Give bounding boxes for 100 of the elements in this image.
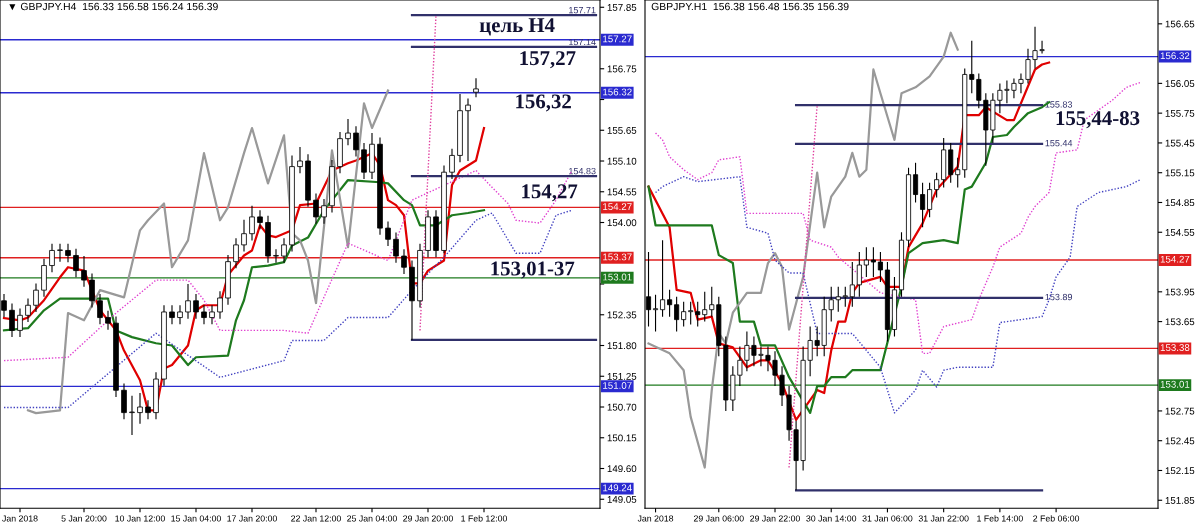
candlestick [25,297,31,323]
x-tick-label: 2 Feb 06:00 [1033,515,1080,522]
y-tick-label: 157.85 [607,4,637,11]
candlestick [361,142,367,180]
candlestick [674,296,680,333]
y-tick-label: 149.05 [607,495,637,503]
candlestick [297,146,303,174]
candlestick [273,248,279,264]
ref-line-label: 156.32 [1160,52,1190,60]
annotation: 157,27 [520,51,576,69]
y-tick-label: 153.65 [1165,318,1195,326]
candlestick [105,310,111,331]
ref-line-label: 154.27 [1160,255,1190,263]
x-tick-label: 17 Jan 20:00 [227,515,277,522]
x-tick-label: 22 Jan 12:00 [291,515,341,522]
candlestick [863,246,869,278]
y-tick-label: 154.55 [607,188,637,196]
y-tick-label: 149.60 [607,465,637,473]
candlestick [849,261,855,308]
data-label: 153.89 [1045,293,1073,301]
line-series [654,81,1142,355]
candlestick [193,293,199,320]
x-tick-label: 29 Jan 22:00 [750,515,800,522]
candlestick [177,304,183,325]
y-tick-label: 153.95 [1165,288,1195,296]
candlestick [870,246,876,278]
y-tick-label: 152.45 [1165,437,1195,445]
candlestick [137,392,143,425]
x-tick-label: 31 Jan 06:00 [862,515,913,522]
x-tick-label: 29 Jan 20:00 [403,515,453,522]
candlestick [65,243,71,263]
candlestick [653,294,659,333]
y-tick-label: 156.05 [1165,80,1195,87]
x-tick-label: 10 Jan 12:00 [115,515,165,522]
candlestick [209,304,215,325]
data-label: 155.83 [1045,101,1073,108]
candlestick [321,198,327,225]
candlestick [313,192,319,225]
annotation: цель H4 [479,18,555,36]
candlestick [913,162,919,204]
candlestick [49,243,55,273]
candlestick [345,118,351,146]
y-tick-label: 155.75 [1165,109,1195,117]
line-series [654,175,1142,414]
candlestick [449,148,455,180]
y-tick-label: 155.45 [1165,139,1195,147]
x-tick-label: 1 Feb 14:00 [977,515,1023,522]
candlestick [281,237,287,264]
x-tick-label: 30 Jan 14:00 [806,515,857,522]
candlestick [842,286,848,308]
candlestick [241,219,247,253]
candlestick [473,77,479,98]
y-tick-label: 154.55 [1165,229,1195,236]
y-tick-label: 152.35 [607,311,637,319]
y-tick-label: 154.85 [1165,199,1195,207]
y-tick-label: 155.10 [607,157,637,165]
candlestick [393,232,399,264]
candlestick [57,243,63,263]
candlestick [97,293,103,325]
ref-line-label: 157.27 [603,35,632,43]
candlestick [233,237,239,269]
y-tick-label: 150.15 [607,434,637,442]
data-label: 157.14 [569,38,596,46]
data-label: 155.44 [1045,140,1073,147]
candlestick [217,290,223,320]
y-tick-label: 152.15 [1165,467,1195,475]
candlestick [660,239,666,318]
ref-line-label: 154.27 [603,203,632,211]
candlestick [89,272,95,309]
ref-line-label: 153.38 [1160,344,1190,351]
candlestick [667,289,673,318]
x-tick-label: 15 Jan 04:00 [171,515,221,522]
candlestick [695,301,701,328]
ref-line-label: 153.01 [1160,380,1190,388]
y-tick-label: 155.65 [607,127,637,134]
candlestick [681,301,687,328]
ref-line-label: 151.07 [603,382,632,389]
candlestick [465,97,471,162]
y-tick-label: 151.25 [607,372,637,380]
candlestick [401,248,407,275]
x-tick-label: 5 Jan 20:00 [61,515,107,522]
x-tick-label: 25 Jan 04:00 [347,515,397,522]
line-series [647,31,959,469]
annotation: 155,44-83 [1056,111,1140,129]
ref-line-label: 153.01 [603,273,632,281]
candlestick [955,157,961,189]
candlestick [353,125,359,158]
candlestick [129,395,135,436]
candlestick [169,304,175,325]
candlestick [927,182,933,218]
candlestick [920,182,926,228]
line-series [2,126,486,412]
candlestick [856,251,862,298]
candlestick [121,382,127,420]
candlestick [81,255,87,288]
candlestick [33,282,39,313]
x-tick-label: Jan 2018 [2,515,38,522]
data-label: 154.83 [569,167,596,175]
x-tick-label: 31 Jan 22:00 [918,515,969,522]
y-tick-label: 151.80 [607,342,637,350]
